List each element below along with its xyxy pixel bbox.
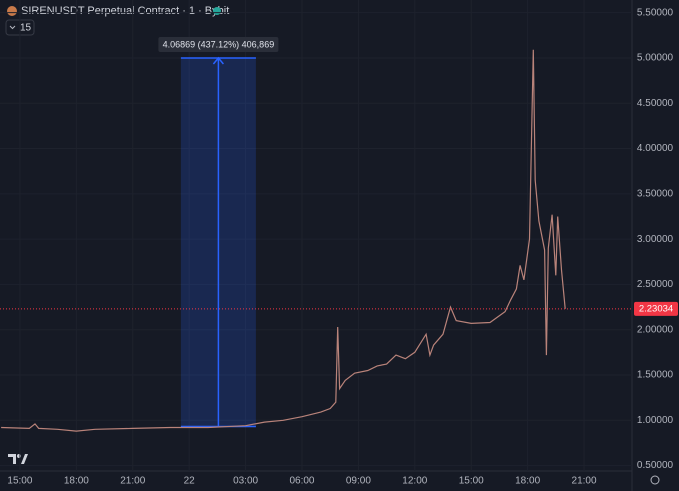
y-tick-label: 4.50000 — [637, 98, 674, 109]
measure-label-box — [158, 36, 279, 52]
y-tick-label: 3.00000 — [637, 234, 674, 245]
x-tick-label: 06:00 — [289, 476, 314, 487]
interval-label: 15 — [20, 23, 32, 34]
x-tick-label: 22 — [184, 476, 196, 487]
x-tick-label: 21:00 — [120, 476, 145, 487]
x-tick-label: 18:00 — [515, 476, 540, 487]
y-tick-label: 2.00000 — [637, 324, 674, 335]
x-tick-label: 03:00 — [233, 476, 258, 487]
measure-label: 4.06869 (437.12%) 406,869 — [163, 39, 275, 49]
chevron-icon — [9, 25, 16, 30]
y-tick-label: 1.00000 — [637, 415, 674, 426]
measure-arrowhead — [212, 56, 224, 65]
status-dot[interactable] — [213, 7, 221, 15]
price-line — [1, 49, 566, 432]
last-price-box — [634, 301, 678, 316]
y-tick-label: 5.00000 — [637, 53, 674, 64]
chart-title: SIRENUSDT Perpetual Contract · 1 · Bybit — [21, 5, 229, 17]
y-tick-label: 4.00000 — [637, 143, 674, 154]
x-tick-label: 09:00 — [346, 476, 371, 487]
x-tick-label: 18:00 — [64, 476, 89, 487]
x-tick-label: 21:00 — [572, 476, 597, 487]
y-tick-label: 2.50000 — [637, 279, 674, 290]
x-tick-label: 15:00 — [7, 476, 32, 487]
x-tick-label: 15:00 — [459, 476, 484, 487]
y-tick-label: 5.50000 — [637, 7, 674, 18]
symbol-icon — [7, 6, 17, 16]
settings-icon[interactable] — [650, 475, 660, 485]
last-price-label: 2.23034 — [639, 303, 673, 314]
x-tick-label: 12:00 — [402, 476, 427, 487]
y-tick-label: 1.50000 — [637, 370, 674, 381]
y-tick-label: 0.50000 — [637, 460, 674, 471]
y-tick-label: 3.50000 — [637, 188, 674, 199]
